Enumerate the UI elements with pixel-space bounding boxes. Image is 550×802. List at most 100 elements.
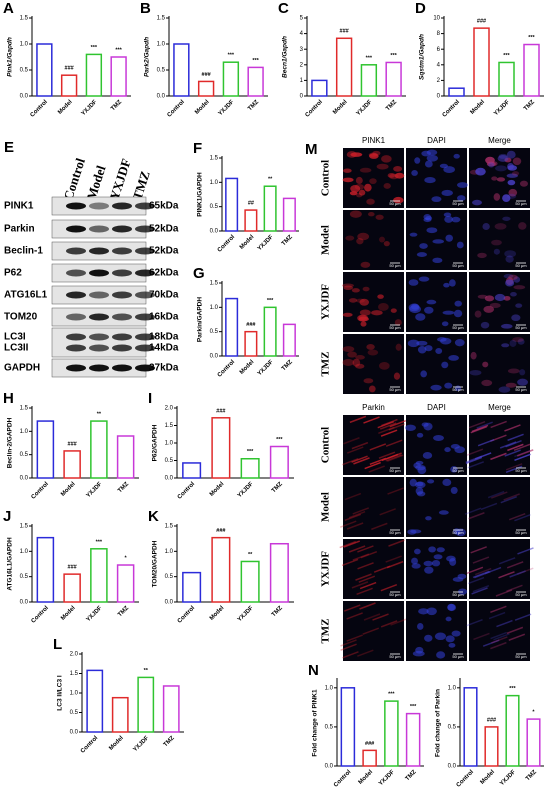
bar xyxy=(111,696,129,733)
cell xyxy=(415,460,424,465)
cell xyxy=(408,279,419,286)
cell-fiber xyxy=(346,634,363,642)
cell xyxy=(477,252,487,259)
cell-fiber xyxy=(369,457,387,466)
cell xyxy=(507,162,514,170)
cell xyxy=(350,185,361,193)
y-tick-label: 0.0 xyxy=(20,94,29,100)
cell xyxy=(453,153,460,159)
cell-fiber xyxy=(390,618,407,626)
cell-fiber xyxy=(348,545,366,553)
blot-band xyxy=(112,364,132,372)
bar xyxy=(116,564,135,603)
y-tick-label: 1.0 xyxy=(20,429,29,435)
cell xyxy=(426,299,437,305)
x-tick-label: Control xyxy=(80,735,100,755)
cell-fiber xyxy=(498,557,516,565)
y-tick-label: 1.5 xyxy=(70,671,79,677)
blot-protein-label: LC3I xyxy=(4,332,26,343)
cell xyxy=(507,368,520,374)
y-tick-label: 0.0 xyxy=(165,476,174,482)
cell xyxy=(383,183,391,189)
bar xyxy=(362,749,377,767)
y-tick-label: 1.5 xyxy=(20,16,29,22)
cell-fiber xyxy=(389,420,407,428)
panel-letter: G xyxy=(193,265,205,282)
x-tick-label: TMZ xyxy=(385,99,398,112)
cell xyxy=(360,321,367,327)
scale-label: 50 μm xyxy=(452,263,464,268)
blot-strip xyxy=(51,327,147,358)
cell xyxy=(507,179,516,186)
blot-protein-label: Beclin-1 xyxy=(4,246,43,257)
y-axis-label: Pink1/Gapdh xyxy=(7,37,14,77)
cell xyxy=(405,424,416,431)
cell xyxy=(502,194,511,203)
scale-label: 50 μm xyxy=(389,263,401,268)
x-tick-label: Control xyxy=(456,769,476,789)
scale-label: 50 μm xyxy=(389,468,401,473)
bar xyxy=(63,450,81,479)
cell-fiber xyxy=(468,420,486,429)
cell xyxy=(424,160,433,168)
y-tick-label: 10 xyxy=(433,16,440,22)
panel-letter: I xyxy=(148,390,152,407)
x-tick-label: Model xyxy=(57,99,74,116)
cell-fiber xyxy=(472,584,490,593)
scale-label: 50 μm xyxy=(452,654,464,659)
cell-fiber xyxy=(496,619,513,628)
y-tick-label: 0.0 xyxy=(157,94,166,100)
cell xyxy=(454,338,465,347)
cell-fiber xyxy=(340,643,357,651)
y-tick-label: 0.5 xyxy=(165,574,174,580)
blot-band xyxy=(66,333,86,341)
cell-fiber xyxy=(467,461,485,469)
significance-label: ** xyxy=(248,552,253,558)
cell xyxy=(430,384,442,391)
cell xyxy=(450,486,458,494)
x-tick-label: Control xyxy=(177,605,197,625)
cell xyxy=(483,305,495,313)
panel-letter: F xyxy=(193,140,202,157)
blot-band xyxy=(112,202,132,210)
cell-fiber xyxy=(386,454,404,462)
blot-protein-label: LC3II xyxy=(4,343,29,354)
cell-fiber xyxy=(503,493,520,501)
x-tick-label: TMZ xyxy=(271,605,284,618)
scale-label: 50 μm xyxy=(452,530,464,535)
cell xyxy=(500,323,513,329)
micrograph xyxy=(343,210,404,270)
bar xyxy=(484,726,499,767)
cell-fiber xyxy=(346,612,363,620)
cell-fiber xyxy=(490,420,507,429)
bar xyxy=(240,458,260,479)
cell xyxy=(360,261,371,268)
y-axis-label: Park2/Gapdh xyxy=(144,37,151,77)
y-tick-label: 1.0 xyxy=(165,549,174,555)
significance-label: *** xyxy=(252,58,259,64)
cell-fiber xyxy=(474,452,492,460)
cell-fiber xyxy=(359,602,376,610)
significance-label: ### xyxy=(65,66,74,72)
significance-label: ## xyxy=(248,201,254,207)
cell xyxy=(369,178,377,185)
group-label: Control xyxy=(320,427,332,463)
group-label: Model xyxy=(320,492,332,522)
scale-label: 50 μm xyxy=(389,201,401,206)
cell xyxy=(394,319,402,326)
y-tick-label: 2 xyxy=(300,62,304,68)
cell xyxy=(444,382,453,389)
significance-label: * xyxy=(532,710,535,716)
x-tick-label: TMZ xyxy=(281,359,294,372)
scale-label: 50 μm xyxy=(515,325,527,330)
cell-fiber xyxy=(506,584,523,592)
x-tick-label: TMZ xyxy=(117,481,130,494)
cell xyxy=(454,300,462,307)
cell xyxy=(342,177,354,183)
y-tick-label: 1.0 xyxy=(325,685,334,691)
cell xyxy=(424,306,434,314)
blot-kda-label: 52kDa xyxy=(149,224,179,235)
cell xyxy=(431,196,442,203)
significance-label: ### xyxy=(68,565,77,571)
y-tick-label: 0.0 xyxy=(20,600,29,606)
